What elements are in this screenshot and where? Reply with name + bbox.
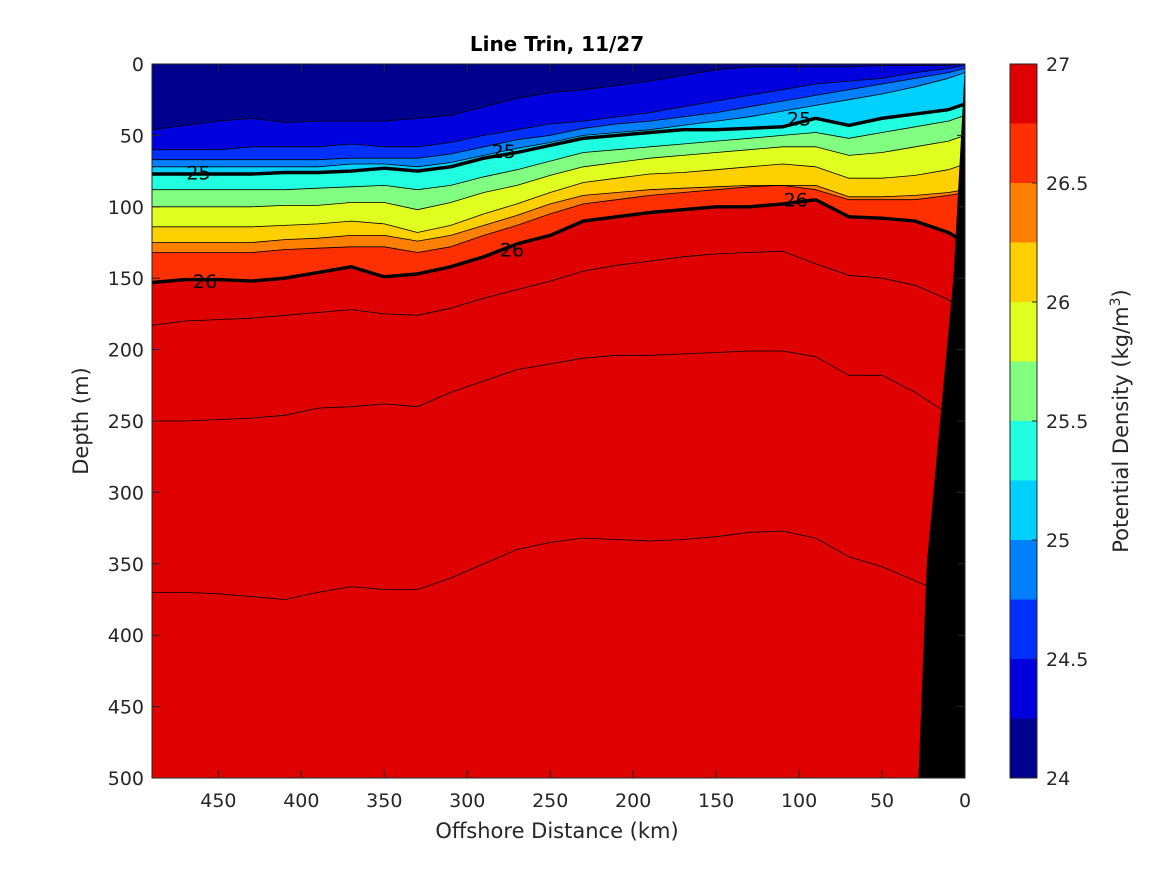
colorbar-swatch (1010, 183, 1037, 243)
colorbar-tick-label: 26.5 (1046, 173, 1088, 195)
x-tick-label: 450 (200, 790, 236, 812)
x-tick-label: 200 (615, 790, 651, 812)
colorbar: 24 24.5 25 25.5 26 26.5 27 (1009, 54, 1088, 790)
y-tick-label: 300 (108, 482, 144, 504)
isopycnal-line (152, 64, 965, 131)
contour-labels: 25 25 25 26 26 26 (186, 108, 811, 293)
x-tick-label: 50 (870, 790, 894, 812)
isopycnal-line (152, 530, 965, 607)
y-tick-label: 250 (108, 411, 144, 433)
x-tick-label: 0 (959, 790, 971, 812)
x-tick-label: 250 (532, 790, 568, 812)
y-axis-ticks: 0 50 100 150 200 250 300 350 400 450 500 (108, 54, 965, 790)
colorbar-swatch (1010, 540, 1037, 600)
colorbar-tick-label: 24 (1046, 768, 1070, 790)
isopycnal-line (152, 184, 965, 253)
x-tick-label: 300 (449, 790, 485, 812)
y-tick-label: 100 (108, 197, 144, 219)
y-tick-label: 350 (108, 554, 144, 576)
isopycnal-line (152, 163, 965, 233)
y-tick-label: 500 (108, 768, 144, 790)
isopycnal-line (152, 67, 965, 161)
isopycnal-line (152, 72, 965, 168)
colorbar-label-text: Potential Density (kg/m (1109, 306, 1133, 552)
colorbar-swatch (1010, 480, 1037, 540)
colorbar-swatch (1010, 421, 1037, 481)
colorbar-swatch (1010, 718, 1037, 778)
contour-label: 25 (787, 108, 811, 130)
colorbar-swatch (1010, 64, 1037, 124)
colorbar-swatch (1010, 659, 1037, 719)
contour-label: 25 (186, 163, 210, 185)
contour-lines (152, 64, 965, 607)
contour-label: 26 (193, 271, 217, 293)
colorbar-tick-label: 25.5 (1046, 411, 1088, 433)
y-tick-label: 50 (120, 125, 144, 147)
isopycnal-line (152, 184, 965, 243)
x-tick-label: 350 (366, 790, 402, 812)
isopycnal-line (152, 135, 965, 211)
x-tick-label: 400 (283, 790, 319, 812)
colorbar-swatch (1010, 361, 1037, 421)
x-axis-ticks: 450 400 350 300 250 200 150 100 50 0 (200, 64, 971, 812)
isopycnal-bold-line (152, 102, 965, 176)
contour-label: 25 (492, 141, 516, 163)
contour-label: 26 (500, 240, 524, 262)
contour-label: 26 (784, 190, 808, 212)
isopycnal-line (152, 65, 965, 151)
colorbar-label-sup: 3 (1108, 297, 1124, 306)
isopycnal-bold-line (152, 197, 965, 285)
colorbar-label-close: ) (1109, 289, 1133, 297)
y-tick-label: 400 (108, 625, 144, 647)
isopycnal-line (152, 250, 965, 326)
colorbar-tick-label: 27 (1046, 54, 1070, 76)
chart-title: Line Trin, 11/27 (470, 32, 644, 56)
seafloor-polygon (918, 64, 965, 778)
y-axis-label: Depth (m) (69, 367, 93, 474)
colorbar-tick-label: 24.5 (1046, 649, 1088, 671)
y-tick-label: 150 (108, 268, 144, 290)
x-tick-label: 150 (698, 790, 734, 812)
colorbar-swatch (1010, 123, 1037, 183)
y-tick-label: 450 (108, 697, 144, 719)
x-axis-label: Offshore Distance (km) (435, 819, 678, 843)
y-tick-label: 0 (132, 54, 144, 76)
y-tick-label: 200 (108, 340, 144, 362)
colorbar-swatch (1010, 599, 1037, 659)
colorbar-tick-label: 25 (1046, 530, 1070, 552)
isopycnal-line (152, 350, 965, 429)
contour-fills (152, 64, 965, 778)
isopycnal-line (152, 115, 965, 191)
colorbar-swatch (1010, 302, 1037, 362)
seafloor-mask (918, 64, 965, 778)
x-tick-label: 100 (781, 790, 817, 812)
colorbar-tick-label: 26 (1046, 292, 1070, 314)
colorbar-label: Potential Density (kg/m3) (1108, 289, 1133, 553)
colorbar-swatch (1010, 242, 1037, 302)
